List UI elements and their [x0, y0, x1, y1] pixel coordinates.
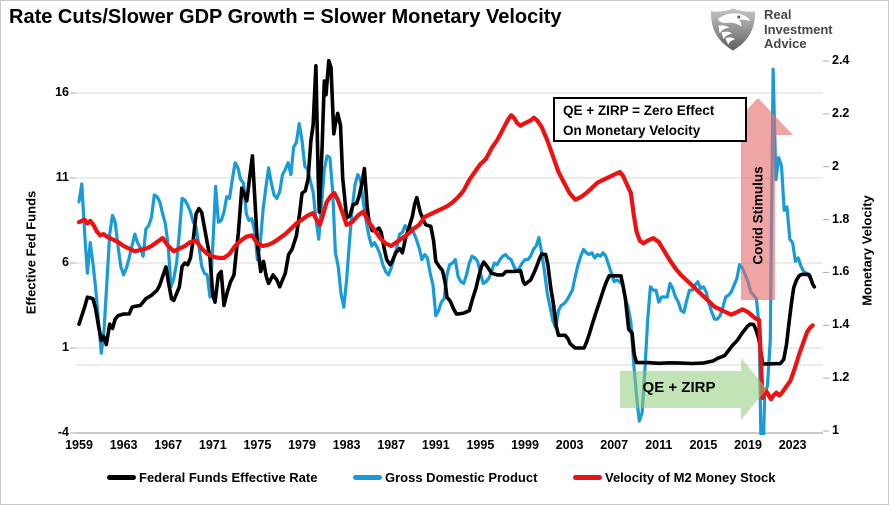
legend-item: Velocity of M2 Money Stock	[573, 470, 776, 485]
left-axis-title: Effective Fed Funds	[23, 190, 39, 315]
legend-item: Federal Funds Effective Rate	[107, 470, 317, 485]
x-axis-tick-label: 1967	[154, 438, 183, 452]
annotation-qe-zirp-box: QE + ZIRP = Zero Effect On Monetary Velo…	[553, 97, 747, 142]
brand-line: Real	[764, 7, 792, 22]
right-axis-tick-label: 1.6	[832, 264, 850, 279]
x-axis-tick-label: 1975	[243, 438, 272, 452]
left-axis-tick-label: -4	[57, 425, 69, 439]
right-axis-tick-label: 1.4	[832, 317, 850, 332]
left-axis-tick-label: 6	[62, 255, 69, 269]
x-axis-tick-label: 1979	[288, 438, 316, 452]
x-axis-tick-label: 2023	[778, 438, 807, 452]
x-axis-tick-label: 1983	[332, 438, 361, 452]
qe-zirp-arrow-label: QE + ZIRP	[642, 379, 716, 396]
brand-name: Real Investment Advice	[764, 7, 833, 52]
right-axis-tick-label: 2.2	[832, 105, 850, 120]
legend-label: Federal Funds Effective Rate	[139, 470, 318, 485]
legend-swatch-icon	[107, 475, 136, 480]
qe-zirp-arrow-icon	[620, 358, 767, 420]
legend-swatch-icon	[353, 475, 382, 480]
brand-logo: Real Investment Advice	[709, 7, 833, 57]
x-axis-tick-label: 2019	[734, 438, 762, 452]
x-axis-tick-label: 1999	[511, 438, 539, 452]
legend: Federal Funds Effective Rate Gross Domest…	[1, 470, 888, 492]
x-axis-tick-label: 1963	[109, 438, 138, 452]
brand-line: Investment	[764, 21, 833, 37]
x-axis-tick-label: 2003	[555, 438, 584, 452]
annotation-box-line: QE + ZIRP = Zero Effect	[563, 103, 715, 118]
x-axis-tick-label: 2011	[645, 438, 673, 452]
left-axis-tick-label: 1	[62, 340, 69, 354]
eagle-shield-icon	[709, 7, 757, 57]
right-axis-tick-label: 2.4	[832, 52, 850, 67]
legend-label: Velocity of M2 Money Stock	[605, 470, 776, 485]
x-axis-tick-label: 1995	[466, 438, 495, 452]
legend-item: Gross Domestic Product	[353, 470, 537, 485]
x-axis-tick-label: 1987	[377, 438, 406, 452]
brand-line: Advice	[764, 36, 807, 52]
legend-label: Gross Domestic Product	[385, 470, 538, 485]
series-m2-velocity-line	[76, 113, 815, 402]
x-axis-tick-label: 2015	[689, 438, 718, 452]
legend-swatch-icon	[573, 475, 602, 480]
right-axis-tick-label: 1.2	[832, 370, 850, 385]
x-axis-tick-label: 1971	[198, 438, 227, 452]
page-title: Rate Cuts/Slower GDP Growth = Slower Mon…	[9, 6, 562, 28]
x-axis-tick-label: 1991	[421, 438, 450, 452]
right-axis-tick-label: 1.8	[832, 211, 850, 226]
right-axis-tick-label: 1	[832, 423, 839, 437]
left-axis-tick-label: 16	[55, 85, 69, 99]
left-axis-tick-label: 11	[55, 170, 69, 184]
x-axis-tick-label: 2007	[600, 438, 629, 452]
annotation-box-line: On Monetary Velocity	[563, 122, 701, 138]
right-axis-tick-label: 2	[832, 158, 839, 173]
right-axis-title: Monetary Velocity	[859, 195, 875, 306]
x-axis-tick-label: 1959	[65, 438, 93, 452]
covid-stimulus-label: Covid Stimulus	[750, 166, 766, 265]
covid-stimulus-arrow-icon	[723, 98, 793, 300]
